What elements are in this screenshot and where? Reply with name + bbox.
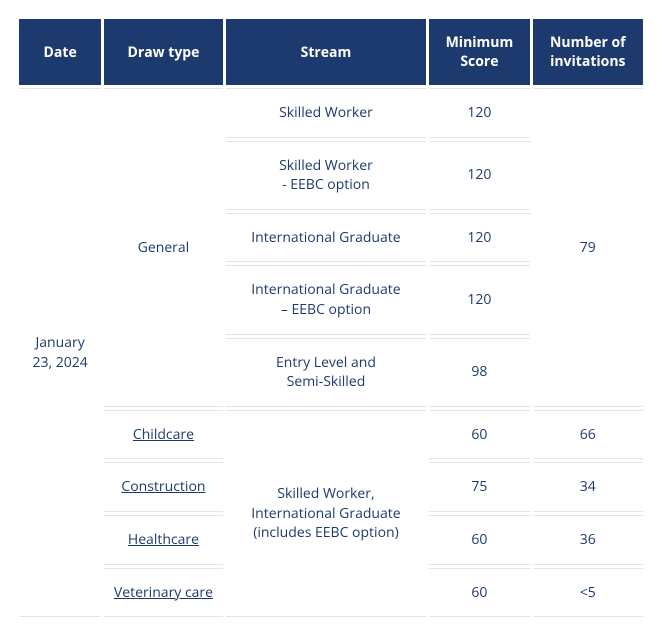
construction-link[interactable]: Construction: [121, 477, 205, 496]
score-cell: 120: [429, 265, 529, 334]
stream-cell: International Graduate: [226, 213, 427, 263]
score-cell: 120: [429, 88, 529, 138]
score-cell: 60: [429, 410, 529, 460]
stream-cell: International Graduate– EEBC option: [226, 265, 427, 334]
draw-type-childcare[interactable]: Childcare: [104, 410, 222, 460]
draw-type-veterinary[interactable]: Veterinary care: [104, 568, 222, 618]
col-header-draw-type: Draw type: [104, 19, 222, 85]
draw-results-table: Date Draw type Stream Minimum Score Numb…: [16, 16, 646, 620]
score-cell: 60: [429, 515, 529, 565]
col-header-invitations: Number of invitations: [533, 19, 643, 85]
stream-cell: Skilled Worker: [226, 88, 427, 138]
score-cell: 120: [429, 213, 529, 263]
score-cell: 98: [429, 338, 529, 407]
score-cell: 120: [429, 141, 529, 210]
score-cell: 75: [429, 462, 529, 512]
table-row: January 23, 2024 General Skilled Worker …: [19, 88, 643, 138]
childcare-link[interactable]: Childcare: [133, 425, 194, 444]
invitations-cell: 34: [533, 462, 643, 512]
veterinary-link[interactable]: Veterinary care: [114, 583, 213, 602]
draw-type-general: General: [104, 88, 222, 407]
date-cell: January 23, 2024: [19, 88, 101, 617]
invitations-cell: <5: [533, 568, 643, 618]
table-header-row: Date Draw type Stream Minimum Score Numb…: [19, 19, 643, 85]
invitations-cell: 66: [533, 410, 643, 460]
stream-targeted: Skilled Worker, International Graduate (…: [226, 410, 427, 617]
col-header-stream: Stream: [226, 19, 427, 85]
draw-type-construction[interactable]: Construction: [104, 462, 222, 512]
stream-cell: Skilled Worker- EEBC option: [226, 141, 427, 210]
table-row: Childcare Skilled Worker, International …: [19, 410, 643, 460]
col-header-min-score: Minimum Score: [429, 19, 529, 85]
col-header-date: Date: [19, 19, 101, 85]
invitations-general: 79: [533, 88, 643, 407]
score-cell: 60: [429, 568, 529, 618]
draw-type-healthcare[interactable]: Healthcare: [104, 515, 222, 565]
healthcare-link[interactable]: Healthcare: [128, 530, 199, 549]
invitations-cell: 36: [533, 515, 643, 565]
stream-cell: Entry Level andSemi-Skilled: [226, 338, 427, 407]
